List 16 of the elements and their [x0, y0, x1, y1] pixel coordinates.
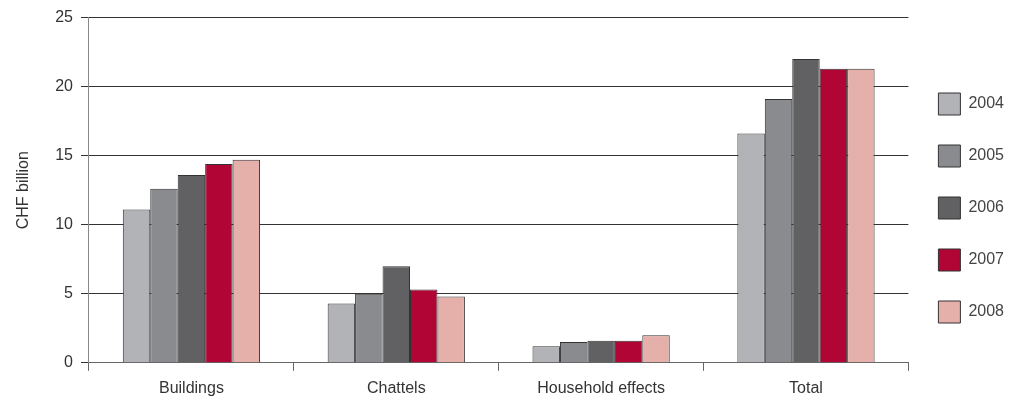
y-tick-label: 5 [64, 284, 74, 302]
legend-label: 2008 [968, 302, 1005, 320]
x-tick-label: Household effects [537, 378, 666, 396]
y-tick-label: 10 [55, 215, 74, 233]
legend-label: 2004 [968, 94, 1005, 112]
x-tick-label: Buildings [158, 378, 224, 396]
y-tick-label: 20 [55, 77, 74, 95]
x-tick-label: Chattels [366, 378, 426, 396]
y-tick-label: 25 [55, 8, 74, 26]
x-tick-label: Total [789, 378, 823, 396]
legend-label: 2005 [968, 146, 1005, 164]
y-tick-label: 0 [64, 353, 74, 371]
legend-label: 2006 [968, 198, 1005, 216]
y-tick-label: 15 [55, 146, 74, 164]
y-axis-title: CHF billion [14, 151, 32, 230]
legend-label: 2007 [968, 250, 1005, 268]
